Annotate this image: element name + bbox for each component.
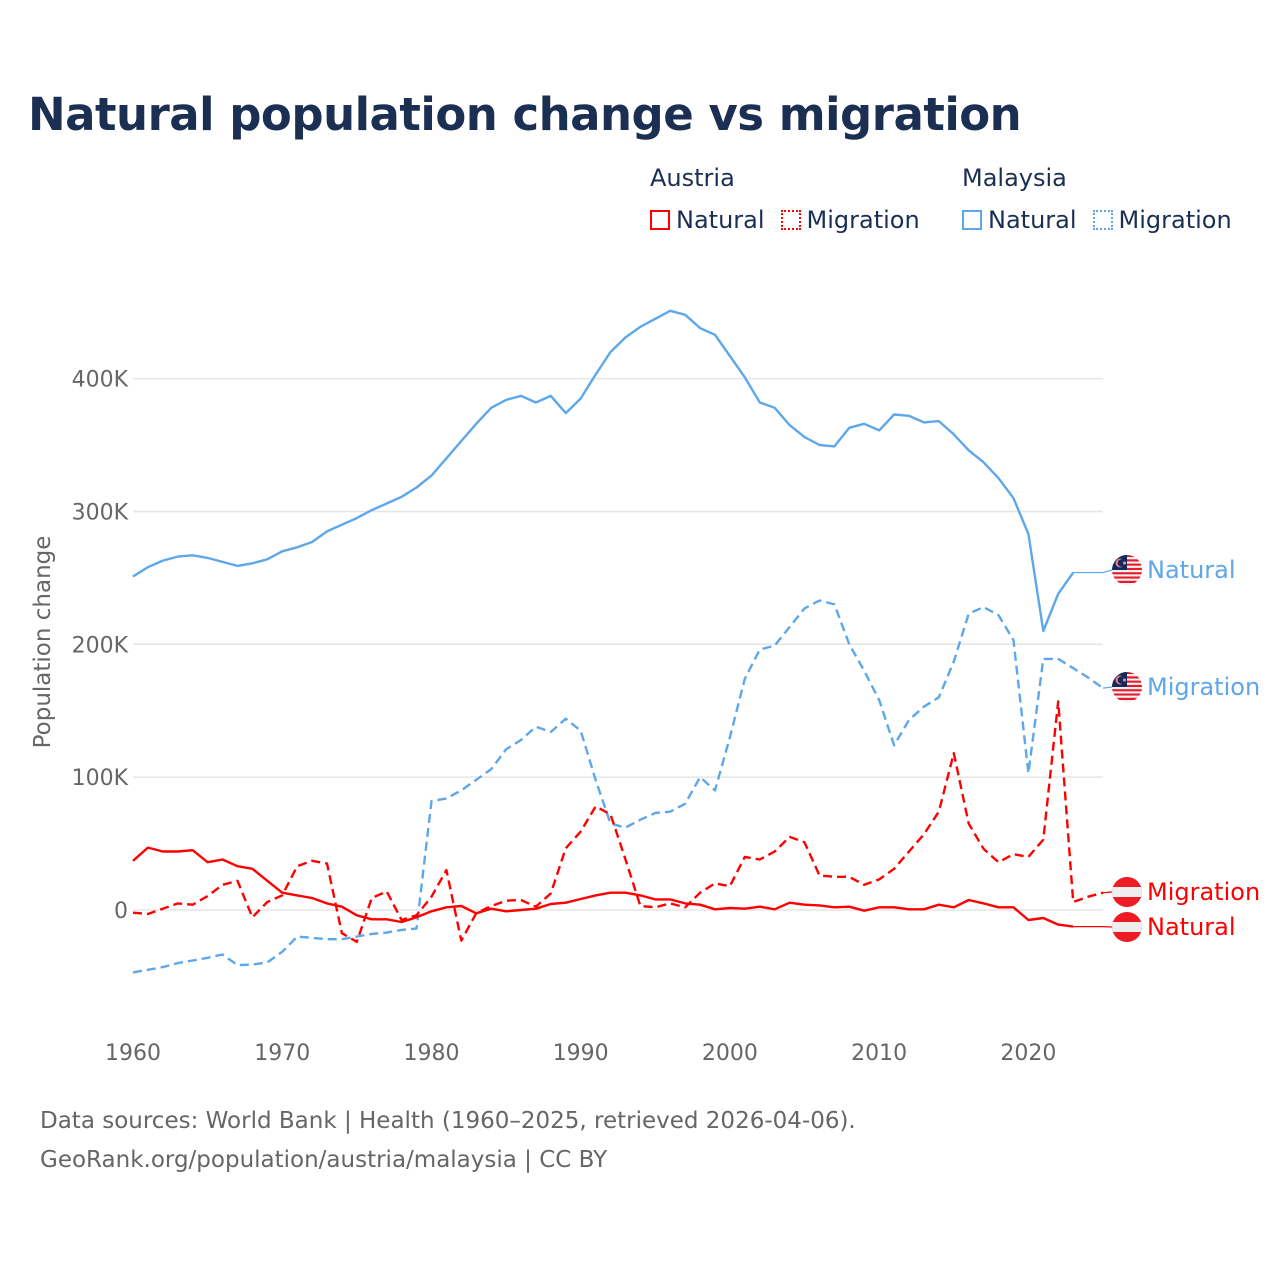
x-tick-label: 1970 <box>254 1041 310 1066</box>
end-label-connector <box>1102 891 1113 894</box>
malaysia-flag-icon <box>1112 672 1142 702</box>
x-tick-label: 2000 <box>702 1041 758 1066</box>
series-line-austria-natural[interactable] <box>132 846 1074 928</box>
end-label-austria-migration: Migration <box>1147 878 1260 906</box>
legend-austria: Austria Natural Migration <box>650 164 920 234</box>
y-tick-label: 300K <box>72 500 129 525</box>
end-label-connector <box>1073 569 1113 574</box>
chart-title: Natural population change vs migration <box>28 88 1022 141</box>
series-line-malaysia-migration[interactable] <box>132 599 1104 974</box>
legend-item-austria-migration[interactable]: Migration <box>780 206 920 234</box>
y-tick-label: 400K <box>72 368 129 393</box>
end-label-connector <box>1102 686 1113 689</box>
y-tick-label: 200K <box>72 633 129 658</box>
y-tick-label: 100K <box>72 766 129 791</box>
x-axis: 1960 1970 1980 1990 2000 2010 2020 <box>105 1041 1056 1066</box>
legend-group-label: Austria <box>650 164 735 192</box>
x-tick-label: 1960 <box>105 1041 161 1066</box>
legend-swatch-solid <box>650 210 670 230</box>
legend-group-label: Malaysia <box>962 164 1067 192</box>
legend-item-malaysia-migration[interactable]: Migration <box>1092 206 1232 234</box>
footer-link[interactable]: GeoRank.org/population/austria/malaysia … <box>40 1147 608 1173</box>
legend-swatch-solid <box>962 210 982 230</box>
legend-item-label: Natural <box>676 206 765 234</box>
series-line-austria-migration[interactable] <box>132 700 1104 944</box>
series-lines <box>132 309 1104 974</box>
end-labels: Natural Migration Migration Natural <box>1073 555 1260 942</box>
y-tick-label: 0 <box>114 899 128 924</box>
legend-item-austria-natural[interactable]: Natural <box>650 206 765 234</box>
x-tick-label: 2010 <box>851 1041 907 1066</box>
end-label-austria-natural: Natural <box>1147 913 1236 941</box>
x-tick-label: 1990 <box>553 1041 609 1066</box>
y-axis-label: Population change <box>30 536 56 749</box>
legend-item-label: Migration <box>806 206 920 234</box>
end-label-malaysia-migration: Migration <box>1147 673 1260 701</box>
malaysia-flag-icon <box>1112 555 1142 585</box>
end-label-malaysia-natural: Natural <box>1147 556 1236 584</box>
legend-malaysia: Malaysia Natural Migration <box>962 164 1232 234</box>
austria-flag-icon <box>1112 912 1142 942</box>
series-line-malaysia-natural[interactable] <box>132 309 1075 633</box>
legend-swatch-dotted <box>1092 210 1113 230</box>
x-tick-label: 1980 <box>403 1041 459 1066</box>
legend-item-label: Migration <box>1118 206 1232 234</box>
legend-swatch-dotted <box>780 210 801 230</box>
legend-item-label: Natural <box>988 206 1077 234</box>
x-tick-label: 2020 <box>1000 1041 1056 1066</box>
footer-source: Data sources: World Bank | Health (1960–… <box>40 1108 856 1134</box>
y-axis: 0 100K 200K 300K 400K <box>72 368 129 924</box>
austria-flag-icon <box>1112 877 1142 907</box>
gridlines <box>133 377 1103 911</box>
legend-item-malaysia-natural[interactable]: Natural <box>962 206 1077 234</box>
